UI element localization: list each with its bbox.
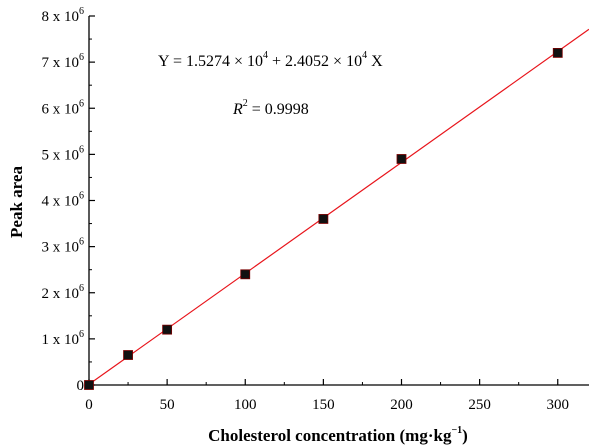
x-tick-label: 50 [160,397,175,413]
y-tick-label: 0 [77,378,85,394]
x-tick-label: 0 [85,397,93,413]
x-axis-ticks: 0 50 100 150 200 250 300 [85,379,569,413]
data-point [396,154,407,164]
data-point [318,214,329,224]
data-points [84,48,563,390]
fit-line [88,28,589,385]
data-point [240,269,251,280]
data-point [84,380,94,390]
y-axis-title: Peak area [7,166,26,238]
r-squared-label: R2 = 0.9998 [232,98,309,118]
x-tick-label: 200 [390,397,413,413]
x-tick-label: 100 [234,397,257,413]
y-tick-label: 3 x 106 [42,237,85,256]
data-point [123,350,133,360]
y-tick-label: 7 x 106 [42,52,85,71]
y-tick-label: 8 x 106 [42,6,85,25]
y-tick-label: 2 x 106 [42,283,85,302]
y-tick-label: 1 x 106 [42,329,85,348]
data-point [162,324,173,335]
y-axis-ticks: 0 1 x 106 2 x 106 3 x 106 4 x 106 5 x 106 6 x … [42,6,95,394]
fit-line-layer [88,28,589,385]
y-tick-label: 6 x 106 [42,98,85,117]
x-tick-label: 300 [547,397,570,413]
y-tick-label: 5 x 106 [42,144,85,163]
x-tick-label: 150 [312,397,335,413]
x-tick-label: 250 [468,397,491,413]
y-tick-label: 4 x 106 [42,191,85,210]
data-point [552,48,563,58]
regression-equation: Y = 1.5274 × 104 + 2.4052 × 104 X [158,50,383,70]
x-axis-title: Cholesterol concentration (mg·kg−1) [208,425,468,445]
